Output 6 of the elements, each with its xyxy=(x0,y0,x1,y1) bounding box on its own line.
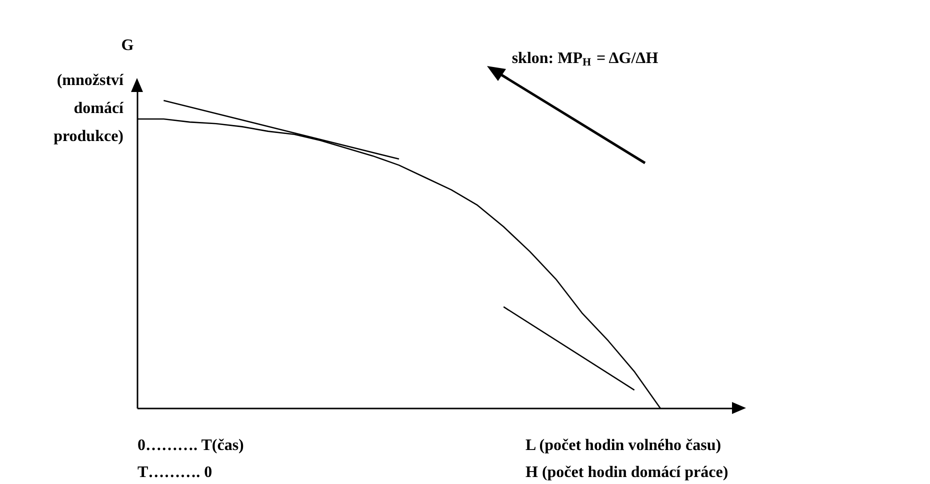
y-axis-title: G xyxy=(121,37,134,54)
text: T………. 0 xyxy=(138,464,212,481)
text: H (počet hodin domácí práce) xyxy=(526,464,728,481)
text: 0………. T(čas) xyxy=(138,437,244,454)
text: L (počet hodin volného času) xyxy=(526,437,722,454)
text: (množství domácí produkce) xyxy=(54,72,124,145)
